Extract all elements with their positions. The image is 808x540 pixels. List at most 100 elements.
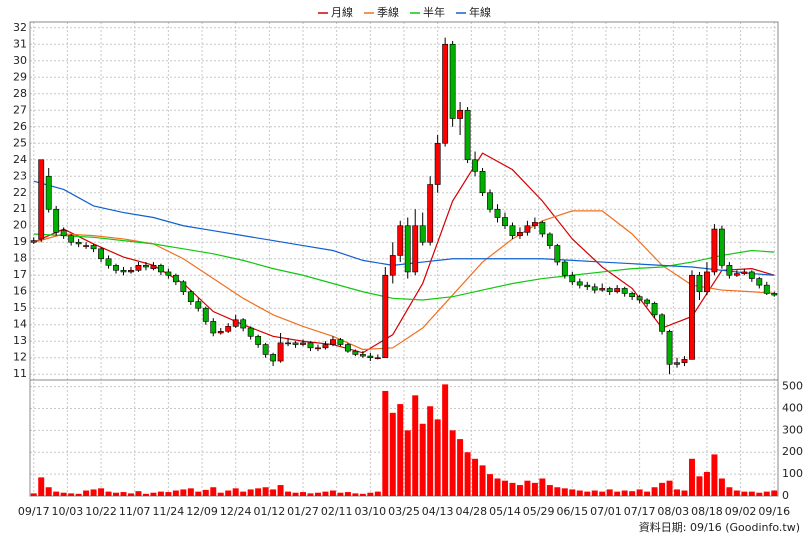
footer: 資料日期: 09/16 (Goodinfo.tw) — [639, 520, 800, 534]
candle-body — [180, 281, 187, 293]
candle-body — [195, 301, 202, 309]
x-tick-label: 04/13 — [422, 505, 454, 518]
candle-body — [232, 319, 239, 327]
candle-body — [569, 274, 576, 283]
x-tick-label: 07/17 — [624, 505, 656, 518]
volume-bar — [225, 490, 232, 496]
volume-bar — [30, 493, 37, 496]
volume-bar — [195, 491, 202, 496]
volume-bar — [382, 390, 389, 496]
volume-bar — [359, 493, 366, 496]
candle-body — [756, 278, 763, 286]
y-tick-label: 26 — [13, 120, 27, 133]
candle-body — [38, 159, 45, 240]
volume-bar — [344, 492, 351, 496]
candle-body — [509, 225, 516, 236]
candle-body — [561, 261, 568, 276]
x-tick-label: 11/07 — [119, 505, 151, 518]
candle-body — [472, 159, 478, 172]
x-tick-label: 06/15 — [556, 505, 588, 518]
candle-body — [270, 354, 277, 362]
volume-bar — [703, 471, 710, 496]
legend-label: 半年 — [423, 5, 445, 19]
x-tick-label: 05/14 — [489, 505, 521, 518]
candle-body — [255, 335, 262, 345]
volume-bar — [329, 490, 336, 496]
volume-bar — [584, 491, 591, 496]
volume-bar — [756, 492, 763, 496]
volume-bar — [569, 489, 576, 496]
volume-bar — [150, 492, 157, 496]
volume-bar — [576, 490, 583, 496]
x-tick-label: 09/02 — [725, 505, 757, 518]
candle-body — [502, 217, 508, 227]
candle-body — [120, 269, 127, 273]
volume-bar — [180, 489, 187, 496]
volume-bar — [38, 477, 45, 496]
candle-body — [659, 314, 665, 332]
candle-body — [307, 342, 314, 349]
moving-average-line — [33, 210, 775, 351]
candle-body — [322, 344, 329, 349]
candle-body — [210, 321, 217, 334]
y-tick-label: 27 — [13, 103, 27, 116]
candle-body — [539, 222, 546, 235]
x-tick-label: 08/18 — [691, 505, 723, 518]
volume-bar — [240, 491, 247, 496]
x-tick-label: 04/28 — [455, 505, 487, 518]
x-tick-label: 11/24 — [153, 505, 185, 518]
candle-body — [434, 142, 441, 185]
x-tick-label: 03/10 — [354, 505, 386, 518]
candle-body — [135, 265, 142, 271]
legend: 月線 季線 半年 年線 — [318, 5, 491, 19]
volume-bar — [322, 491, 329, 496]
candle-body — [262, 344, 269, 355]
volume-bar — [172, 490, 179, 496]
volume-bar — [53, 491, 60, 496]
volume-bar — [674, 489, 681, 496]
y-tick-label: 22 — [13, 186, 27, 199]
y-tick-label: 16 — [13, 285, 27, 298]
candle-body — [696, 274, 703, 293]
volume-bar — [487, 474, 494, 496]
candle-body — [247, 327, 254, 337]
candle-body — [277, 342, 284, 362]
y-tick-label: 21 — [13, 202, 27, 215]
y-tick-label: 18 — [13, 252, 27, 265]
volume-bar — [524, 480, 531, 496]
volume-bar — [472, 458, 479, 496]
volume-bar — [442, 384, 449, 496]
y-tick-label: 11 — [13, 367, 27, 380]
y-tick-label: 17 — [13, 268, 27, 281]
candle-body — [53, 208, 60, 233]
y-tick-label: 24 — [13, 153, 27, 166]
volume-bar — [614, 491, 621, 496]
volume-bar — [165, 492, 172, 496]
y-tick-label: 20 — [13, 219, 27, 232]
candle-body — [337, 339, 344, 345]
candle-body — [113, 265, 119, 271]
volume-bar — [404, 430, 411, 496]
volume-bar — [771, 490, 778, 496]
moving-average-line — [33, 233, 775, 301]
candle-body — [554, 245, 561, 263]
x-tick-label: 10/03 — [52, 505, 84, 518]
volume-bar — [464, 452, 471, 496]
candle-body — [591, 286, 598, 291]
candle-body — [143, 265, 149, 268]
candle-body — [68, 235, 75, 243]
candle-body — [374, 357, 381, 360]
candle-body — [75, 241, 82, 245]
candle-body — [30, 240, 37, 243]
x-tick-label: 12/24 — [220, 505, 252, 518]
candle-body — [487, 192, 493, 210]
candle-body — [285, 342, 291, 345]
x-tick-label: 10/22 — [85, 505, 117, 518]
candle-body — [427, 184, 434, 243]
y-tick-label: 15 — [13, 301, 27, 314]
candle-body — [83, 245, 90, 247]
volume-bar — [157, 491, 164, 496]
volume-bar — [389, 412, 396, 496]
candle-body — [157, 265, 164, 273]
volume-bar — [419, 423, 426, 496]
